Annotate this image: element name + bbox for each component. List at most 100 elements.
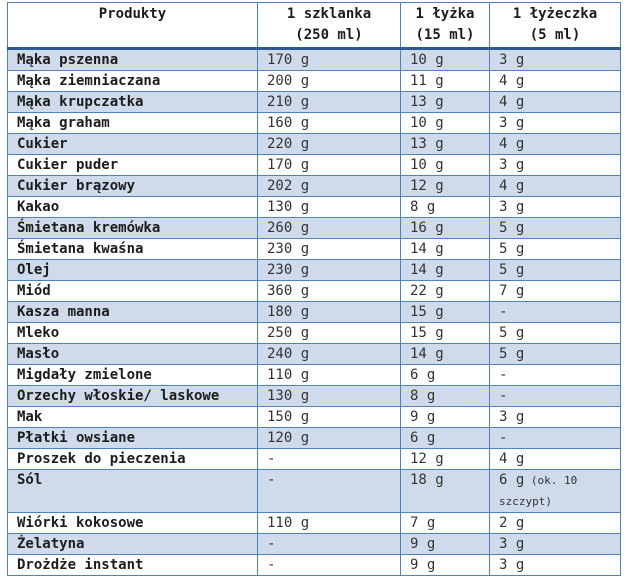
product-cell: Proszek do pieczenia: [7, 448, 258, 470]
product-cell: Miód: [7, 280, 258, 302]
glass-value-cell: 170 g: [257, 154, 401, 176]
measurement-conversion-table: Produkty 1 szklanka (250 ml) 1 łyżka (15 m…: [7, 2, 621, 576]
table-row: Cukier 220 g 13 g 4 g: [7, 133, 621, 155]
product-cell: Śmietana kremówka: [7, 217, 258, 239]
table-row: Olej 230 g 14 g 5 g: [7, 259, 621, 281]
teaspoon-value-cell: -: [489, 427, 621, 449]
col-header-label: Produkty: [98, 6, 167, 22]
teaspoon-value-cell: 3 g: [489, 406, 621, 428]
teaspoon-value-cell: 3 g: [489, 196, 621, 218]
glass-value-cell: -: [257, 533, 401, 555]
glass-value-cell: 230 g: [257, 238, 401, 260]
table-row: Śmietana kwaśna 230 g 14 g 5 g: [7, 238, 621, 260]
tablespoon-value-cell: 12 g: [400, 448, 490, 470]
glass-value-cell: 180 g: [257, 301, 401, 323]
product-cell: Żelatyna: [7, 533, 258, 555]
header-row: Produkty 1 szklanka (250 ml) 1 łyżka (15 m…: [7, 2, 621, 50]
teaspoon-value-cell: 5 g: [489, 322, 621, 344]
teaspoon-value-cell: -: [489, 385, 621, 407]
tablespoon-value-cell: 16 g: [400, 217, 490, 239]
product-cell: Wiórki kokosowe: [7, 512, 258, 534]
table-row: Migdały zmielone 110 g 6 g -: [7, 364, 621, 386]
table-row: Kasza manna 180 g 15 g -: [7, 301, 621, 323]
glass-value-cell: 110 g: [257, 512, 401, 534]
col-header-label: 1 łyżeczka: [512, 6, 598, 22]
teaspoon-value-cell: 4 g: [489, 133, 621, 155]
tablespoon-value-cell: 10 g: [400, 112, 490, 134]
product-cell: Orzechy włoskie/ laskowe: [7, 385, 258, 407]
product-cell: Olej: [7, 259, 258, 281]
product-cell: Mak: [7, 406, 258, 428]
col-header-lyzka: 1 łyżka (15 ml): [400, 2, 490, 50]
glass-value-cell: 360 g: [257, 280, 401, 302]
col-header-label: 1 szklanka: [286, 6, 372, 22]
glass-value-cell: -: [257, 554, 401, 576]
product-cell: Mąka graham: [7, 112, 258, 134]
table-header: Produkty 1 szklanka (250 ml) 1 łyżka (15 m…: [7, 2, 621, 50]
glass-value-cell: 210 g: [257, 91, 401, 113]
table-row: Mleko 250 g 15 g 5 g: [7, 322, 621, 344]
product-cell: Płatki owsiane: [7, 427, 258, 449]
product-cell: Kakao: [7, 196, 258, 218]
tablespoon-value-cell: 14 g: [400, 343, 490, 365]
glass-value-cell: 220 g: [257, 133, 401, 155]
product-cell: Cukier: [7, 133, 258, 155]
col-header-sublabel: (15 ml): [415, 27, 475, 43]
col-header-lyzeczka: 1 łyżeczka (5 ml): [489, 2, 621, 50]
table-row: Żelatyna - 9 g 3 g: [7, 533, 621, 555]
teaspoon-value-cell: 4 g: [489, 448, 621, 470]
table-body: Mąka pszenna 170 g 10 g 3 g Mąka ziemnia…: [7, 48, 621, 576]
glass-value-cell: 150 g: [257, 406, 401, 428]
tablespoon-value-cell: 9 g: [400, 406, 490, 428]
tablespoon-value-cell: 13 g: [400, 91, 490, 113]
table-row: Mąka ziemniaczana 200 g 11 g 4 g: [7, 70, 621, 92]
col-header-szklanka: 1 szklanka (250 ml): [257, 2, 401, 50]
tablespoon-value-cell: 11 g: [400, 70, 490, 92]
tablespoon-value-cell: 14 g: [400, 259, 490, 281]
table-row: Sól - 18 g 6 g (ok. 10 szczypt): [7, 469, 621, 513]
glass-value-cell: 240 g: [257, 343, 401, 365]
glass-value-cell: 170 g: [257, 48, 401, 71]
glass-value-cell: 260 g: [257, 217, 401, 239]
table-row: Drożdże instant - 9 g 3 g: [7, 554, 621, 576]
glass-value-cell: 120 g: [257, 427, 401, 449]
tablespoon-value-cell: 13 g: [400, 133, 490, 155]
teaspoon-value-cell: 3 g: [489, 112, 621, 134]
glass-value-cell: -: [257, 448, 401, 470]
teaspoon-value-cell: 4 g: [489, 91, 621, 113]
tablespoon-value-cell: 8 g: [400, 385, 490, 407]
table-row: Orzechy włoskie/ laskowe 130 g 8 g -: [7, 385, 621, 407]
glass-value-cell: -: [257, 469, 401, 513]
table-row: Mąka krupczatka 210 g 13 g 4 g: [7, 91, 621, 113]
tablespoon-value-cell: 12 g: [400, 175, 490, 197]
col-header-sublabel: (250 ml): [295, 27, 363, 43]
glass-value-cell: 160 g: [257, 112, 401, 134]
table-row: Płatki owsiane 120 g 6 g -: [7, 427, 621, 449]
table-row: Śmietana kremówka 260 g 16 g 5 g: [7, 217, 621, 239]
tablespoon-value-cell: 9 g: [400, 554, 490, 576]
glass-value-cell: 230 g: [257, 259, 401, 281]
product-cell: Mąka ziemniaczana: [7, 70, 258, 92]
table-row: Cukier brązowy 202 g 12 g 4 g: [7, 175, 621, 197]
product-cell: Śmietana kwaśna: [7, 238, 258, 260]
col-header-label: 1 łyżka: [415, 6, 475, 22]
tablespoon-value-cell: 10 g: [400, 48, 490, 71]
teaspoon-value-cell: -: [489, 301, 621, 323]
tablespoon-value-cell: 7 g: [400, 512, 490, 534]
teaspoon-value-cell: 5 g: [489, 259, 621, 281]
table-row: Mak 150 g 9 g 3 g: [7, 406, 621, 428]
tablespoon-value-cell: 8 g: [400, 196, 490, 218]
teaspoon-value-cell: 5 g: [489, 343, 621, 365]
product-cell: Drożdże instant: [7, 554, 258, 576]
table-row: Wiórki kokosowe 110 g 7 g 2 g: [7, 512, 621, 534]
tablespoon-value-cell: 15 g: [400, 301, 490, 323]
col-header-sublabel: (5 ml): [529, 27, 581, 43]
table-row: Proszek do pieczenia - 12 g 4 g: [7, 448, 621, 470]
tablespoon-value-cell: 15 g: [400, 322, 490, 344]
tablespoon-value-cell: 14 g: [400, 238, 490, 260]
product-cell: Masło: [7, 343, 258, 365]
teaspoon-value-cell: 3 g: [489, 154, 621, 176]
teaspoon-value-cell: 2 g: [489, 512, 621, 534]
tablespoon-value-cell: 9 g: [400, 533, 490, 555]
table-row: Miód 360 g 22 g 7 g: [7, 280, 621, 302]
